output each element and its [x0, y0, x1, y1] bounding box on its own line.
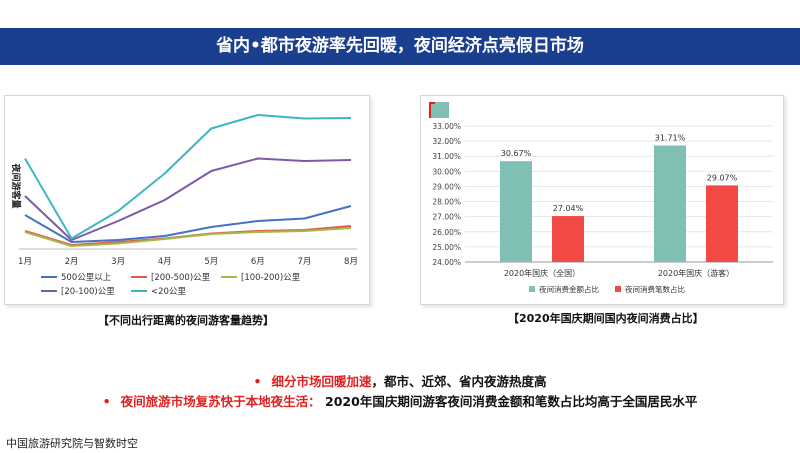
- data-label: 29.07%: [707, 173, 738, 182]
- x-tick-label: 5月: [204, 257, 218, 267]
- data-label: 30.67%: [501, 149, 532, 158]
- line-chart: 夜间游客量 1月 2月 3月 4月 5月 6月 7月 8月 500公里以上 [200-500)公里 […: [10, 114, 358, 297]
- y-tick-label: 27.00%: [432, 213, 461, 222]
- y-tick-label: 29.00%: [432, 182, 461, 191]
- legend-label: [20-100)公里: [61, 287, 115, 297]
- bar-chart-panel: 24.00% 25.00% 26.00% 27.00% 28.00% 29.00% 30.0…: [420, 95, 784, 305]
- legend-swatch: [615, 286, 621, 292]
- legend-label: [200-500)公里: [151, 273, 211, 283]
- y-tick-label: 32.00%: [432, 137, 461, 146]
- legend-label: 夜间消费笔数占比: [625, 284, 685, 294]
- y-tick-label: 30.00%: [432, 167, 461, 176]
- x-tick-label: 8月: [344, 257, 358, 267]
- x-tick-label: 1月: [18, 257, 32, 267]
- legend-label: 夜间消费金额占比: [539, 284, 599, 294]
- bullet-text: ，都市、近郊、省内夜游热度高: [371, 374, 547, 389]
- legend-swatch: [529, 286, 535, 292]
- bullet-dot-icon: •: [102, 394, 111, 409]
- legend-label: [100-200)公里: [241, 273, 301, 283]
- series-line: [24, 205, 352, 243]
- y-tick-label: 31.00%: [432, 152, 461, 161]
- x-tick-label: 2020年国庆（游客）: [658, 268, 734, 278]
- bar: [500, 161, 532, 262]
- bar: [552, 216, 584, 262]
- bar-chart: 24.00% 25.00% 26.00% 27.00% 28.00% 29.00% 30.0…: [429, 102, 773, 294]
- series-line: [24, 157, 352, 241]
- corner-mark: [429, 102, 449, 118]
- y-tick-label: 25.00%: [432, 243, 461, 252]
- bullet-text: 2020年国庆期间游客夜间消费金额和笔数占比均高于全国居民水平: [320, 394, 698, 409]
- y-tick-label: 28.00%: [432, 198, 461, 207]
- y-tick-label: 24.00%: [432, 258, 461, 267]
- data-label: 31.71%: [655, 133, 686, 142]
- bar: [706, 185, 738, 262]
- x-tick-label: 7月: [297, 257, 311, 267]
- x-tick-label: 2月: [65, 257, 79, 267]
- data-label: 27.04%: [553, 204, 584, 213]
- bullet-list: • 细分市场回暖加速，都市、近郊、省内夜游热度高 • 夜间旅游市场复苏快于本地夜生活…: [0, 372, 800, 412]
- right-chart-caption: 【2020年国庆期间国内夜间消费占比】: [508, 312, 704, 325]
- x-tick-label: 6月: [251, 257, 265, 267]
- x-tick-label: 4月: [158, 257, 172, 267]
- left-chart-caption: 【不同出行距离的夜间游客量趋势】: [98, 314, 274, 327]
- bullet-item: • 夜间旅游市场复苏快于本地夜生活： 2020年国庆期间游客夜间消费金额和笔数占比…: [0, 392, 800, 412]
- bullet-dot-icon: •: [253, 374, 262, 389]
- page-title: 省内•都市夜游率先回暖，夜间经济点亮假日市场: [216, 36, 584, 56]
- bullet-highlight: 夜间旅游市场复苏快于本地夜生活：: [120, 394, 321, 409]
- bar: [654, 145, 686, 262]
- bullet-highlight: 细分市场回暖加速: [271, 374, 372, 389]
- series-line: [24, 114, 352, 240]
- legend-label: <20公里: [151, 287, 186, 297]
- corner-mark-accent: [429, 102, 435, 118]
- line-chart-panel: 夜间游客量 1月 2月 3月 4月 5月 6月 7月 8月 500公里以上 [200-500)公里 […: [4, 95, 370, 305]
- y-tick-label: 26.00%: [432, 228, 461, 237]
- page-banner: 省内•都市夜游率先回暖，夜间经济点亮假日市场: [0, 28, 800, 65]
- y-tick-label: 33.00%: [432, 122, 461, 131]
- x-tick-label: 2020年国庆（全国）: [504, 268, 580, 278]
- bullet-item: • 细分市场回暖加速，都市、近郊、省内夜游热度高: [0, 372, 800, 392]
- x-tick-label: 3月: [111, 257, 125, 267]
- legend-label: 500公里以上: [61, 273, 112, 283]
- source-footer: 中国旅游研究院与智数时空: [6, 437, 138, 450]
- series-line: [24, 227, 352, 247]
- y-axis-label: 夜间游客量: [10, 162, 22, 208]
